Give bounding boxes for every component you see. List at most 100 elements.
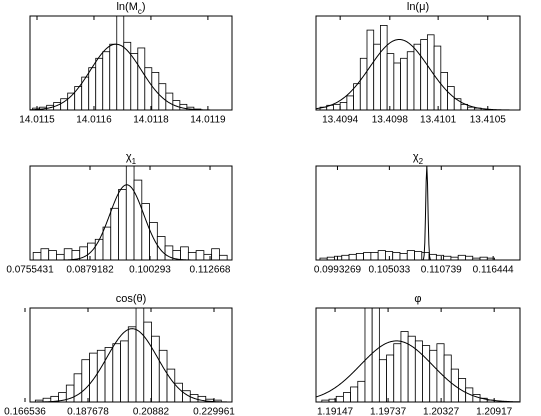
bar <box>95 57 104 110</box>
bar <box>399 253 408 260</box>
title-part: ln(μ) <box>407 1 429 13</box>
bar <box>123 41 132 110</box>
bar <box>443 255 452 260</box>
x-tick-label: 0.20882 <box>133 407 170 416</box>
bar <box>166 368 176 402</box>
bar <box>48 250 57 260</box>
x-tick-label: 0.112668 <box>190 265 231 276</box>
panel: ln(Mc) 14.0115 14.0116 14.0118 14.0119 <box>19 1 233 126</box>
x-tick-label: 14.0119 <box>190 115 226 126</box>
bar <box>386 53 395 110</box>
fit-curve <box>30 328 232 402</box>
bar <box>443 354 452 402</box>
bar <box>144 67 153 110</box>
bar <box>465 255 474 260</box>
bar <box>400 57 408 110</box>
bar <box>96 349 106 402</box>
bar <box>135 308 145 402</box>
bar <box>426 34 435 110</box>
plot-area <box>30 166 232 260</box>
bar <box>357 380 366 402</box>
bar <box>346 95 354 110</box>
bar <box>211 248 220 260</box>
bar <box>32 252 42 260</box>
x-tick-label: 1.19737 <box>370 407 407 416</box>
bar <box>447 86 455 110</box>
plot-area <box>316 308 520 402</box>
bar <box>420 39 428 110</box>
bar <box>73 373 83 402</box>
bar <box>406 250 415 260</box>
panel-title: χ1 <box>126 151 137 166</box>
x-tick-label: 1.20917 <box>476 407 513 416</box>
x-tick-label: 1.20327 <box>423 407 460 416</box>
bar <box>116 16 125 110</box>
title-part: χ <box>413 151 419 163</box>
fit-curve <box>316 166 520 260</box>
x-tick-label: 0.166536 <box>4 407 46 416</box>
bar <box>429 349 438 402</box>
bar <box>334 255 343 260</box>
bar <box>187 252 197 260</box>
bar <box>380 24 388 110</box>
bar <box>393 343 402 402</box>
bar <box>94 238 104 260</box>
frame <box>29 15 233 111</box>
title-part: c <box>138 7 142 16</box>
bar <box>118 189 127 260</box>
bar <box>333 103 341 110</box>
title-part: ln(M <box>116 1 137 13</box>
bar <box>89 352 98 402</box>
x-tick-label: 0.0993269 <box>314 265 362 276</box>
panel: φ 1.19147 1.19737 1.20327 1.20917 <box>315 293 521 416</box>
bar <box>110 207 119 260</box>
bar <box>104 347 114 402</box>
bar <box>341 254 350 260</box>
bar <box>350 386 359 402</box>
x-tick-label: 0.0755431 <box>6 265 54 276</box>
bar <box>74 86 83 110</box>
bar <box>414 251 423 260</box>
x-tick-label: 0.187678 <box>67 407 109 416</box>
bar <box>392 252 401 260</box>
bar <box>125 166 135 260</box>
bar <box>386 354 395 402</box>
bar <box>102 226 112 260</box>
title-part: cos(θ) <box>116 293 147 305</box>
fit-curve <box>316 340 520 402</box>
x-tick-label: 13.4098 <box>372 115 409 126</box>
x-tick-label: 13.4105 <box>470 115 507 126</box>
bar <box>355 253 365 260</box>
bar <box>137 47 146 110</box>
bar <box>359 57 368 110</box>
x-tick-label: 0.229961 <box>193 407 235 416</box>
title-part: ) <box>142 1 146 13</box>
bar <box>378 359 387 402</box>
title-part: 1 <box>132 157 137 166</box>
x-tick-label: 14.0115 <box>19 115 55 126</box>
bar <box>133 179 143 260</box>
frame <box>315 307 521 403</box>
panel-title: ln(Mc) <box>116 1 145 16</box>
bar <box>120 340 129 402</box>
panel-title: cos(θ) <box>116 293 147 305</box>
bar <box>421 252 430 260</box>
bar <box>363 252 372 260</box>
fit-curve <box>316 38 520 110</box>
bar <box>457 254 466 260</box>
bar <box>218 254 228 260</box>
bar <box>149 221 158 260</box>
frame <box>29 165 233 261</box>
title-part: χ <box>126 151 132 163</box>
x-tick-label: 0.110739 <box>421 265 462 276</box>
x-tick-label: 13.4094 <box>322 115 359 126</box>
x-tick-label: 0.116444 <box>473 265 514 276</box>
x-tick-label: 0.0879182 <box>66 265 114 276</box>
plot-area <box>316 166 520 260</box>
bar <box>156 236 166 260</box>
bar <box>377 250 386 260</box>
x-tick-label: 0.105033 <box>369 265 411 276</box>
x-tick-label: 14.0118 <box>133 115 169 126</box>
title-part: 2 <box>419 157 424 166</box>
